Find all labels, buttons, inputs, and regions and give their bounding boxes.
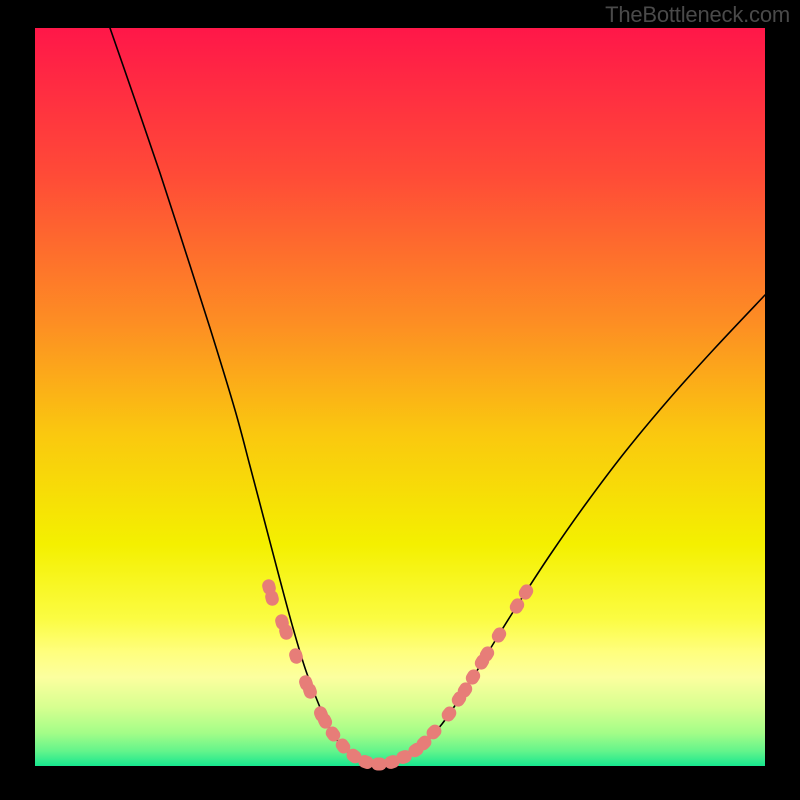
- curve-marker: [371, 758, 387, 771]
- chart-container: TheBottleneck.com: [0, 0, 800, 800]
- plot-background: [35, 28, 765, 766]
- watermark-label: TheBottleneck.com: [605, 2, 790, 28]
- bottleneck-chart: [0, 0, 800, 800]
